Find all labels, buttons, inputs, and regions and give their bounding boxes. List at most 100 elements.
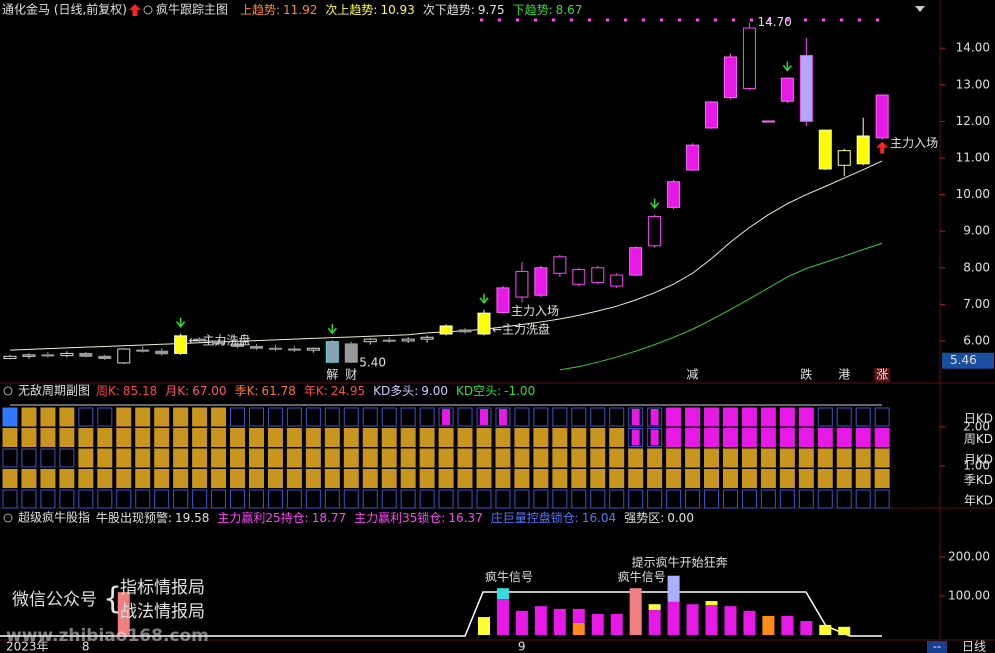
state-cell — [419, 428, 435, 447]
watermark-text: 战法情报局 — [120, 602, 205, 622]
state-cell — [78, 489, 94, 509]
state-cell — [362, 489, 378, 509]
y-tick-label: 100.00 — [948, 589, 990, 603]
state-cell — [400, 448, 416, 468]
state-cell — [722, 407, 738, 427]
annotation: 疯牛信号 — [618, 569, 666, 584]
state-cell — [400, 489, 416, 509]
state-cell — [381, 428, 397, 447]
bar-segment — [572, 608, 585, 623]
state-cell — [230, 489, 246, 509]
state-cell — [855, 407, 871, 427]
candle-body — [458, 329, 472, 333]
state-cell — [590, 407, 606, 427]
state-cell — [495, 428, 511, 447]
state-cell — [381, 469, 397, 488]
state-cell — [722, 469, 738, 488]
candle-body — [723, 56, 737, 99]
bar-segment — [478, 617, 490, 636]
state-cell-fill — [650, 429, 659, 446]
state-cell — [874, 448, 890, 468]
header-label: 主力赢利35锁仓: — [354, 510, 445, 525]
state-cell — [495, 448, 511, 468]
signal-label: 涨 — [876, 367, 888, 382]
state-cell — [476, 469, 492, 488]
state-cell-fill — [631, 429, 640, 446]
y-tick-label: 9.00 — [963, 224, 990, 238]
header-label: 年K: — [304, 384, 328, 398]
bar-segment — [819, 624, 832, 636]
candle-body — [249, 345, 263, 349]
state-cell — [609, 407, 625, 427]
header-value: 85.18 — [123, 384, 157, 398]
state-cell — [666, 448, 682, 468]
state-cell — [836, 428, 852, 447]
state-cell — [97, 469, 113, 488]
header-value: 9.00 — [421, 384, 448, 398]
candle-body — [553, 256, 567, 274]
state-cell — [457, 469, 473, 488]
bar-segment — [610, 613, 623, 636]
header-label: 月K: — [165, 384, 189, 398]
state-cell — [817, 489, 833, 509]
y-tick-label: 7.00 — [963, 297, 990, 311]
header-value: 16.37 — [448, 511, 482, 525]
header-value: 61.78 — [261, 384, 295, 398]
collapse-icon[interactable] — [915, 6, 925, 12]
state-cell — [305, 448, 321, 468]
candle-body — [572, 269, 586, 285]
row-label: 年KD — [964, 494, 993, 508]
candle-body — [439, 325, 453, 335]
strength-zone-outline — [0, 591, 882, 637]
signal-label: 跌 — [800, 367, 812, 382]
state-cell — [248, 407, 264, 427]
y-tick-label: 13.00 — [956, 77, 990, 91]
candle-body — [344, 343, 358, 363]
state-cell — [533, 428, 549, 447]
state-cell — [211, 469, 227, 488]
header-label: 主力赢利25持仓: — [217, 510, 308, 525]
state-cell — [230, 407, 246, 427]
state-cell — [571, 448, 587, 468]
state-cell — [685, 428, 701, 447]
state-cell — [438, 489, 454, 509]
state-cell — [590, 489, 606, 509]
state-cell — [533, 469, 549, 488]
row-label: 周KD — [964, 432, 993, 446]
state-cell — [97, 428, 113, 447]
state-cell — [362, 407, 378, 427]
bull-index-pane: 超级疯牛股指 牛股出现预警: 19.58 主力赢利25持仓: 18.77 主力赢利35锁仓… — [6, 510, 990, 647]
state-cell — [173, 448, 189, 468]
state-cell — [628, 448, 644, 468]
down-arrow — [327, 324, 337, 335]
candle-body — [41, 354, 55, 357]
state-cell — [97, 489, 113, 509]
y-tick-label: 14.00 — [956, 41, 990, 55]
row-label: 日KD — [964, 412, 993, 426]
state-cell — [533, 407, 549, 427]
signal-label: 港 — [838, 368, 850, 382]
status-bar: 2023年 8 9 -- 日线 — [6, 640, 986, 653]
state-cell — [476, 448, 492, 468]
bar-segment — [686, 604, 699, 636]
header-value: 9.75 — [478, 3, 505, 17]
state-cell — [59, 428, 75, 447]
candle-body — [363, 338, 377, 343]
candle-body — [799, 55, 813, 122]
state-cell — [552, 428, 568, 447]
state-cell — [286, 428, 302, 447]
candle-body — [155, 350, 169, 355]
state-cell — [457, 489, 473, 509]
state-cell — [685, 489, 701, 509]
header-value: 8.67 — [556, 3, 583, 17]
state-cell — [571, 407, 587, 427]
state-cell — [495, 469, 511, 488]
state-cell — [704, 428, 720, 447]
candle-body — [667, 181, 681, 208]
state-cell — [571, 489, 587, 509]
candle-body — [534, 267, 548, 296]
header-label: KD多头: — [373, 384, 418, 398]
moving-average-line — [559, 242, 883, 371]
state-cell — [590, 448, 606, 468]
